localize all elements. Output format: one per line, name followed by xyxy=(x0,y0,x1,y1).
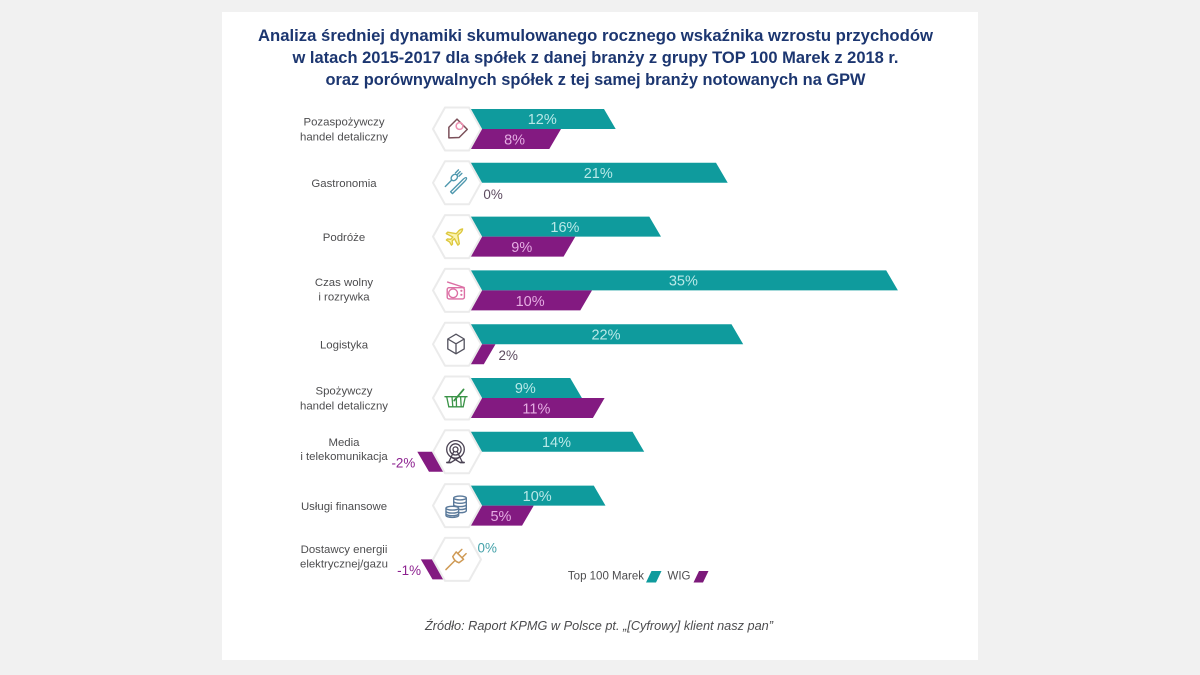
svg-text:i telekomunikacja: i telekomunikacja xyxy=(300,451,388,463)
svg-text:10%: 10% xyxy=(523,489,552,505)
svg-text:Spożywczy: Spożywczy xyxy=(316,385,373,397)
svg-text:oraz porównywalnych spółek z t: oraz porównywalnych spółek z tej samej b… xyxy=(326,71,866,89)
svg-text:35%: 35% xyxy=(669,274,698,290)
svg-text:21%: 21% xyxy=(584,166,613,182)
svg-text:9%: 9% xyxy=(515,381,536,397)
svg-text:14%: 14% xyxy=(542,435,571,451)
svg-text:Analiza średniej dynamiki skum: Analiza średniej dynamiki skumulowanego … xyxy=(258,27,933,45)
svg-text:Top 100 Marek: Top 100 Marek xyxy=(568,571,644,583)
svg-text:10%: 10% xyxy=(516,294,545,310)
svg-text:12%: 12% xyxy=(528,112,557,128)
svg-text:Pozaspożywczy: Pozaspożywczy xyxy=(303,116,384,128)
svg-text:Media: Media xyxy=(328,437,360,449)
svg-text:Gastronomia: Gastronomia xyxy=(311,178,377,190)
svg-text:Logistyka: Logistyka xyxy=(320,339,369,351)
svg-text:2%: 2% xyxy=(499,348,518,363)
svg-text:5%: 5% xyxy=(490,509,511,525)
svg-text:Dostawcy energii: Dostawcy energii xyxy=(301,544,388,556)
svg-text:-1%: -1% xyxy=(397,563,421,578)
svg-text:handel detaliczny: handel detaliczny xyxy=(300,400,388,412)
svg-text:handel detaliczny: handel detaliczny xyxy=(300,132,388,144)
svg-text:i rozrywka: i rozrywka xyxy=(318,292,370,304)
svg-text:Czas wolny: Czas wolny xyxy=(315,277,374,289)
svg-text:Źródło: Raport KPMG w Polsce p: Źródło: Raport KPMG w Polsce pt. „[Cyfro… xyxy=(424,618,774,633)
svg-text:22%: 22% xyxy=(591,327,620,343)
svg-text:0%: 0% xyxy=(478,541,497,556)
svg-text:0%: 0% xyxy=(483,187,502,202)
svg-text:Usługi finansowe: Usługi finansowe xyxy=(301,501,387,513)
svg-text:w latach 2015-2017 dla spółek: w latach 2015-2017 dla spółek z danej br… xyxy=(292,49,899,67)
svg-text:Podróże: Podróże xyxy=(323,232,365,244)
svg-text:elektrycznej/gazu: elektrycznej/gazu xyxy=(300,559,388,571)
svg-text:16%: 16% xyxy=(550,220,579,236)
svg-text:9%: 9% xyxy=(511,240,532,256)
svg-text:11%: 11% xyxy=(522,402,550,418)
svg-text:WIG: WIG xyxy=(668,571,691,583)
svg-text:-2%: -2% xyxy=(391,455,415,470)
svg-text:8%: 8% xyxy=(504,133,525,149)
